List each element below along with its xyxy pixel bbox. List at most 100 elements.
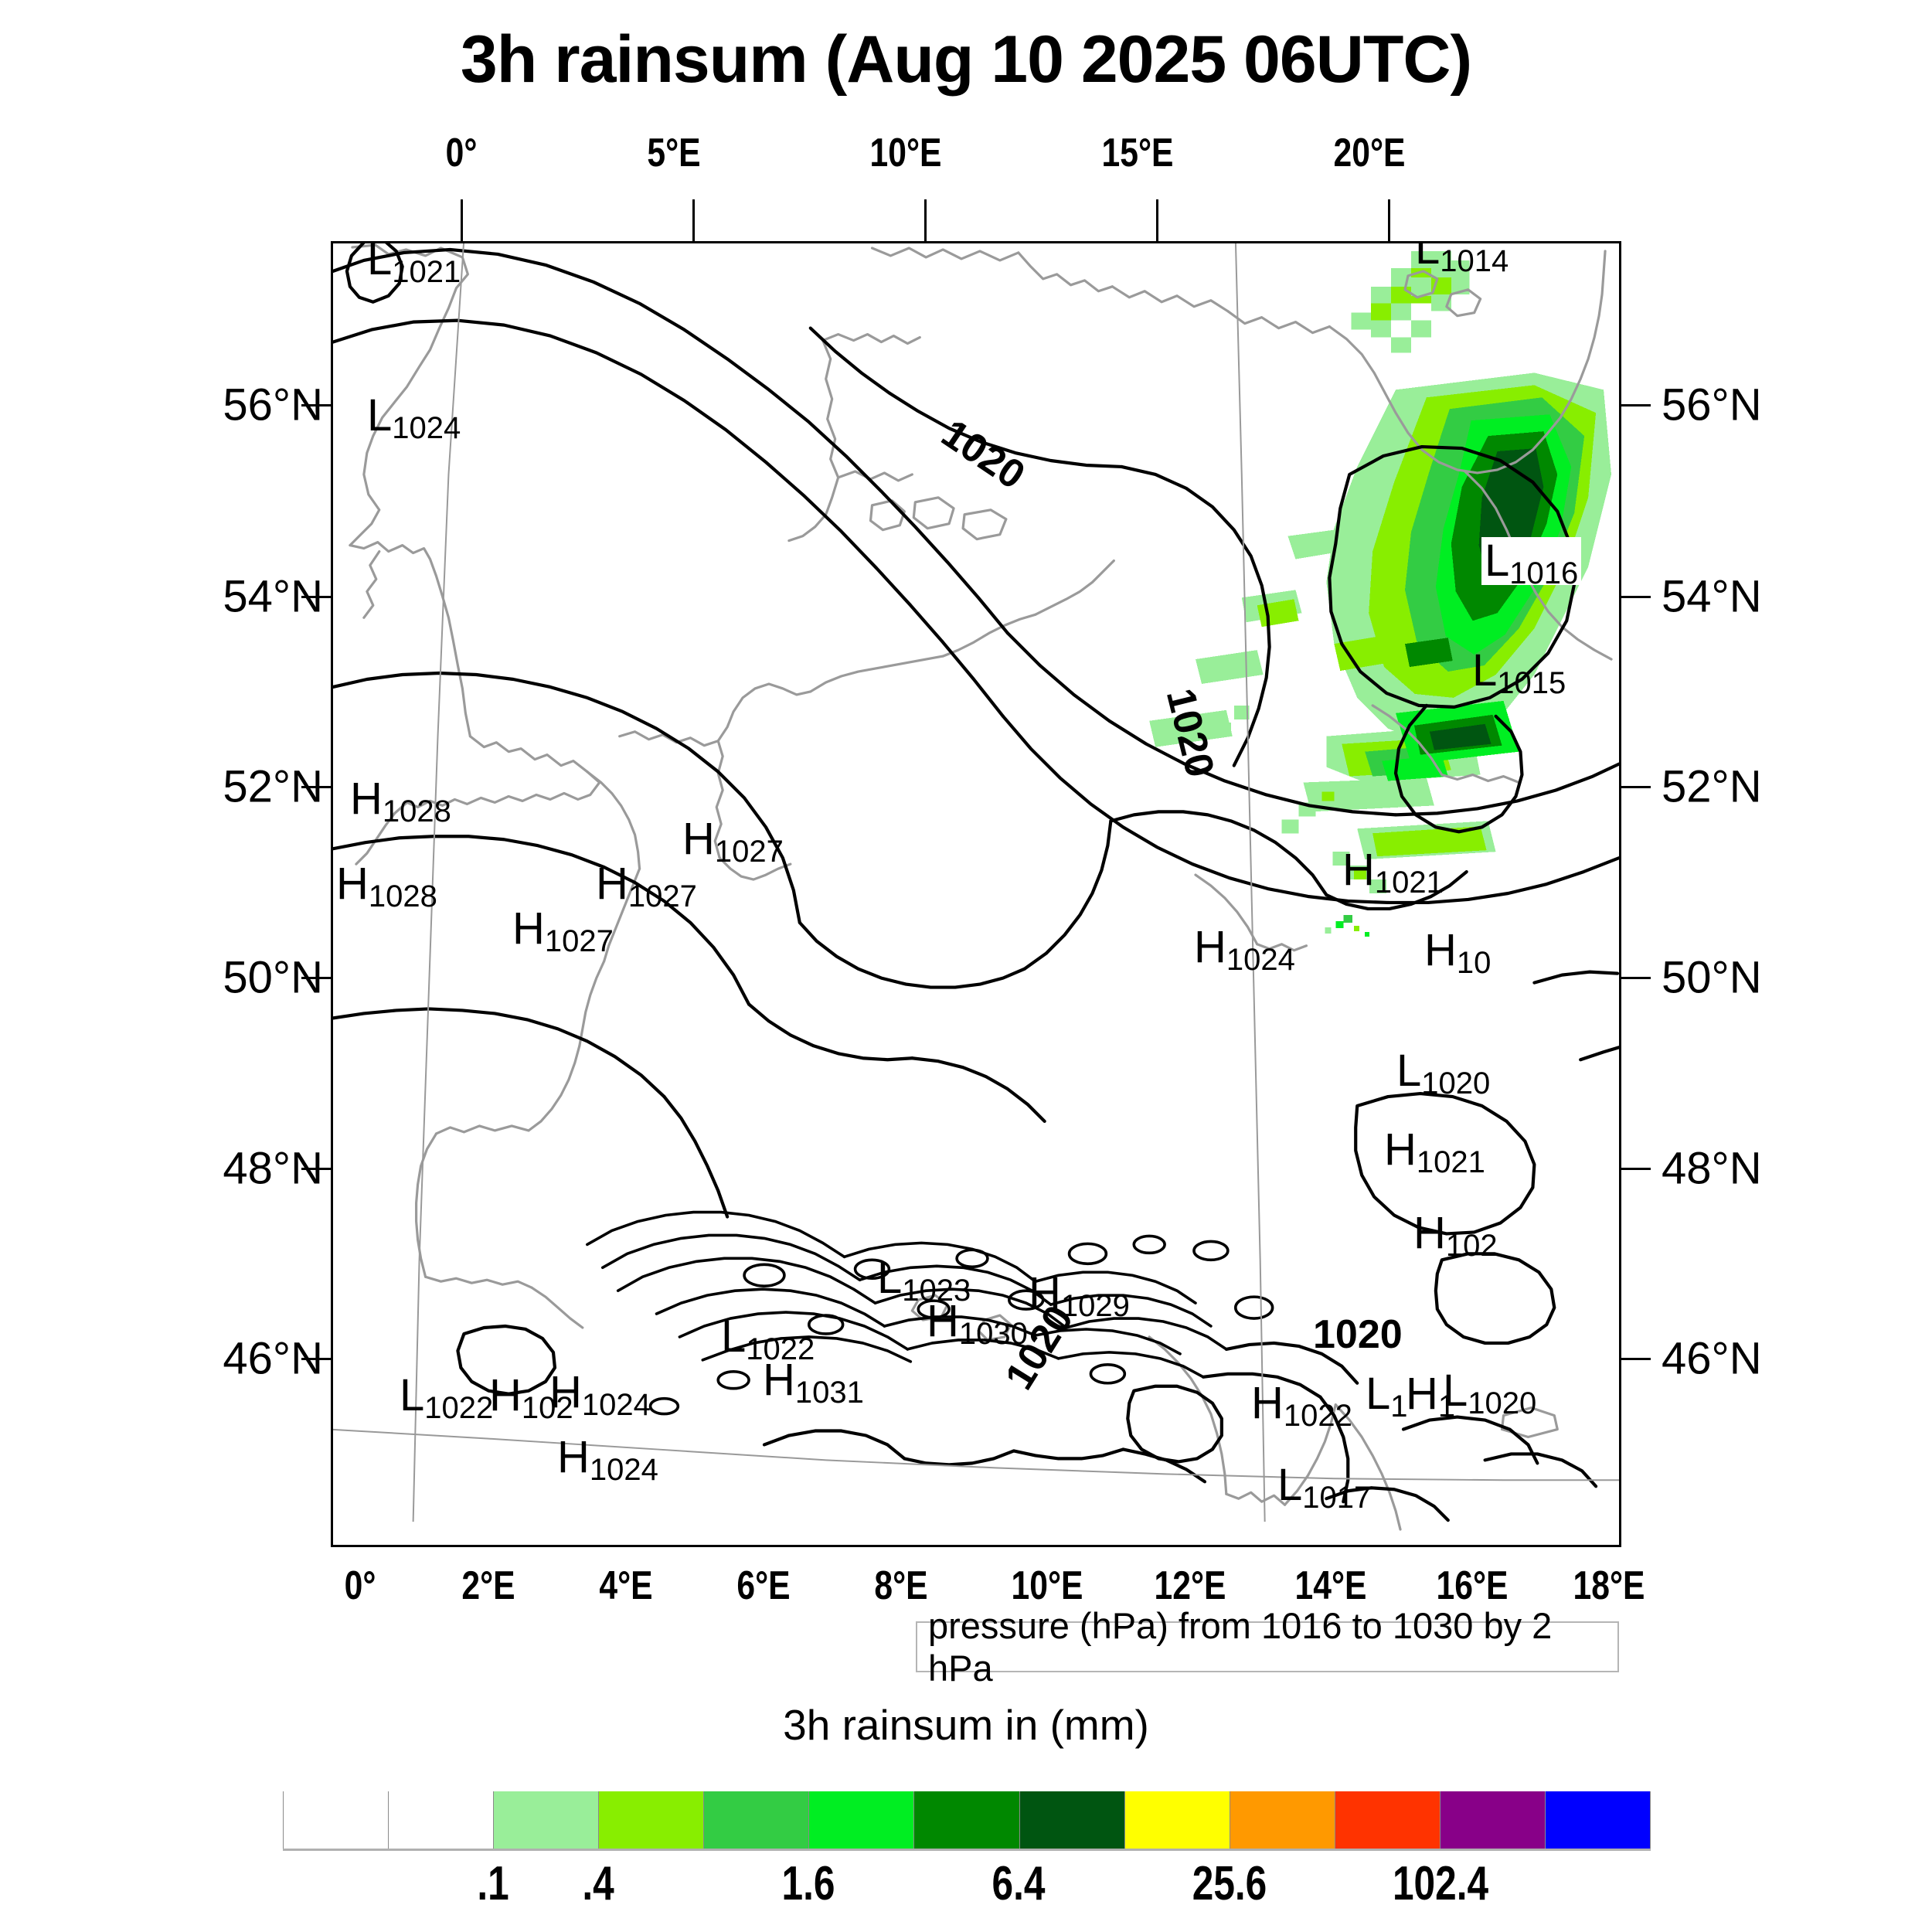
lon-bottom-tick-5: 10°E	[1011, 1563, 1083, 1608]
colorbar-label-2: 1.6	[781, 1857, 835, 1910]
lon-bottom-tick-9: 18°E	[1573, 1563, 1645, 1608]
pressure-center-H-1024-a: H1024	[1194, 925, 1295, 976]
pressure-center-value: 102	[1445, 1229, 1498, 1263]
coastlines	[349, 243, 1613, 1531]
pressure-center-L-1-se: L1	[1366, 1372, 1408, 1423]
pressure-center-type: H	[1342, 845, 1375, 895]
contour-label-1020-east: 1020	[1313, 1312, 1403, 1357]
pressure-center-value: 1014	[1440, 244, 1509, 278]
pressure-center-value: 1016	[1509, 556, 1579, 590]
pressure-center-H-102-edge: H102	[1413, 1208, 1498, 1262]
lat-right-tickmark-2	[1620, 786, 1651, 788]
pressure-center-H-1027-a: H1027	[682, 817, 784, 868]
colorbar-cell-5	[809, 1791, 915, 1849]
pressure-center-value: 10	[1456, 946, 1492, 980]
pressure-center-L-1016: L1016	[1481, 536, 1582, 589]
lat-right-tickmark-5	[1620, 1358, 1651, 1360]
pressure-center-value: 1028	[368, 879, 437, 913]
pressure-center-type: L	[367, 390, 393, 440]
lat-left-tickmark-3	[301, 977, 332, 979]
pressure-center-type: L	[1485, 536, 1510, 586]
lat-left-tickmark-4	[301, 1168, 332, 1170]
pressure-center-L-1024: L1024	[367, 390, 461, 444]
colorbar-cell-7	[1019, 1791, 1125, 1849]
lon-top-tickmark-1	[692, 199, 695, 241]
graticule	[333, 243, 1619, 1522]
pressure-center-type: L	[400, 1370, 425, 1420]
pressure-center-value: 1024	[589, 1453, 658, 1487]
lon-bottom-tick-4: 8°E	[874, 1563, 928, 1608]
lon-top-tickmark-3	[1156, 199, 1158, 241]
pressure-center-H-1-se: H1	[1406, 1369, 1455, 1423]
pressure-center-type: H	[763, 1355, 795, 1405]
pressure-center-value: 1022	[424, 1391, 494, 1425]
pressure-center-value: 1024	[392, 411, 461, 445]
pressure-center-L-1015: L1015	[1472, 648, 1566, 699]
pressure-center-type: H	[1413, 1208, 1446, 1258]
page-title: 3h rainsum (Aug 10 2025 06UTC)	[460, 22, 1472, 97]
lon-top-tick-2: 10°E	[869, 131, 942, 175]
rain-shading	[1149, 250, 1612, 937]
pressure-center-value: 1020	[1421, 1066, 1491, 1100]
pressure-center-value: 1030	[958, 1317, 1028, 1351]
pressure-center-L-1022-alps: L1022	[721, 1315, 815, 1366]
lon-top-tickmark-4	[1388, 199, 1390, 241]
pressure-center-H-1027-c: H1027	[512, 906, 614, 957]
pressure-center-H-1030: H1030	[927, 1299, 1028, 1350]
colorbar-label-5: 102.4	[1392, 1857, 1489, 1910]
pressure-center-value: 1028	[382, 794, 451, 828]
lon-top-tickmark-2	[924, 199, 927, 241]
pressure-legend-box: pressure (hPa) from 1016 to 1030 by 2 hP…	[916, 1605, 1619, 1689]
pressure-center-L-1017-se: L1017	[1277, 1463, 1371, 1514]
pressure-center-type: H	[557, 1432, 590, 1482]
pressure-center-type: L	[1443, 1366, 1468, 1416]
colorbar-cells	[283, 1791, 1651, 1849]
pressure-center-L-1014: L1014	[1415, 243, 1509, 277]
colorbar-label-0: .1	[477, 1857, 509, 1910]
pressure-center-value: 1022	[1283, 1399, 1352, 1433]
pressure-center-H-1024-sw: H1024	[549, 1370, 651, 1421]
lon-bottom-tick-2: 4°E	[599, 1563, 653, 1608]
pressure-center-type: H	[1424, 925, 1457, 975]
pressure-center-L-1023: L1023	[877, 1253, 971, 1307]
colorbar-label-4: 25.6	[1192, 1857, 1267, 1910]
pressure-center-H-1029: H1029	[1029, 1271, 1130, 1322]
pressure-center-value: 1017	[1302, 1481, 1372, 1515]
lon-bottom-tick-1: 2°E	[461, 1563, 515, 1608]
pressure-center-type: H	[1406, 1369, 1438, 1419]
pressure-center-type: H	[489, 1370, 522, 1420]
pressure-center-type: H	[1384, 1124, 1417, 1175]
colorbar[interactable]	[283, 1791, 1651, 1851]
pressure-center-L-1020-east: L1020	[1396, 1046, 1490, 1100]
pressure-center-type: H	[596, 859, 628, 909]
lat-right-tick-5: 46°N	[1662, 1333, 1762, 1384]
pressure-center-H-1031: H1031	[763, 1355, 864, 1409]
pressure-center-value: 1021	[1374, 866, 1444, 900]
lat-right-tick-0: 56°N	[1662, 379, 1762, 430]
pressure-center-H-1027-b: H1027	[596, 859, 697, 913]
colorbar-cell-6	[914, 1791, 1020, 1849]
colorbar-labels: .1 .4 1.6 6.4 25.6 102.4	[283, 1856, 1651, 1926]
lat-right-tick-3: 50°N	[1662, 952, 1762, 1003]
colorbar-cell-11	[1440, 1791, 1546, 1849]
pressure-center-value: 1020	[1468, 1386, 1537, 1420]
pressure-center-H-10-edge: H10	[1424, 925, 1491, 979]
pressure-center-H-1022-se: H1022	[1251, 1378, 1352, 1432]
colorbar-cell-3	[599, 1791, 705, 1849]
pressure-center-value: 1027	[714, 835, 784, 869]
colorbar-cell-0	[283, 1791, 389, 1849]
pressure-center-L-1020-se: L1020	[1443, 1366, 1536, 1420]
pressure-center-H-1028-a: H1028	[350, 774, 451, 828]
map-canvas[interactable]: L1021 L1024 L1014 L1016 L1015 H1028 H102…	[331, 241, 1621, 1547]
pressure-legend-text: pressure (hPa) from 1016 to 1030 by 2 hP…	[928, 1605, 1553, 1689]
pressure-center-type: H	[350, 774, 383, 824]
colorbar-caption: 3h rainsum in (mm)	[783, 1701, 1149, 1749]
pressure-center-value: 1	[1390, 1389, 1408, 1423]
pressure-center-type: H	[1251, 1378, 1284, 1428]
pressure-center-value: 1029	[1060, 1289, 1130, 1323]
colorbar-cell-10	[1335, 1791, 1440, 1849]
lat-right-tickmark-4	[1620, 1168, 1651, 1170]
pressure-center-type: L	[1396, 1046, 1422, 1096]
pressure-center-value: 102	[521, 1391, 573, 1425]
pressure-center-type: L	[877, 1253, 903, 1303]
